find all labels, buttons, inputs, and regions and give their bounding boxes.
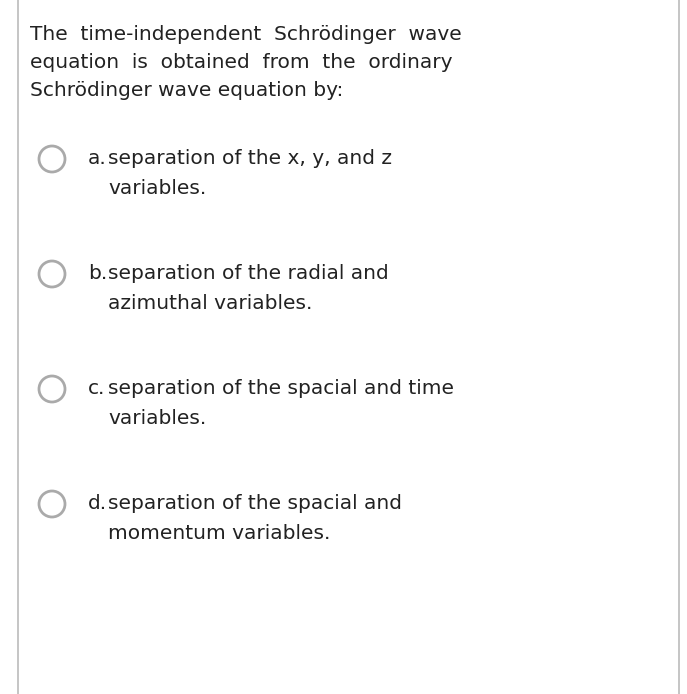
Text: momentum variables.: momentum variables. — [108, 524, 330, 543]
Text: The  time-independent  Schrödinger  wave: The time-independent Schrödinger wave — [30, 25, 462, 44]
Text: a.: a. — [88, 149, 106, 168]
Text: separation of the x, y, and z: separation of the x, y, and z — [108, 149, 392, 168]
Text: variables.: variables. — [108, 409, 206, 428]
Text: separation of the radial and: separation of the radial and — [108, 264, 389, 283]
Text: c.: c. — [88, 379, 105, 398]
Text: d.: d. — [88, 494, 107, 513]
Text: separation of the spacial and: separation of the spacial and — [108, 494, 402, 513]
Text: azimuthal variables.: azimuthal variables. — [108, 294, 313, 313]
Text: equation  is  obtained  from  the  ordinary: equation is obtained from the ordinary — [30, 53, 453, 72]
Text: variables.: variables. — [108, 179, 206, 198]
Text: separation of the spacial and time: separation of the spacial and time — [108, 379, 454, 398]
Text: Schrödinger wave equation by:: Schrödinger wave equation by: — [30, 81, 344, 100]
Text: b.: b. — [88, 264, 107, 283]
